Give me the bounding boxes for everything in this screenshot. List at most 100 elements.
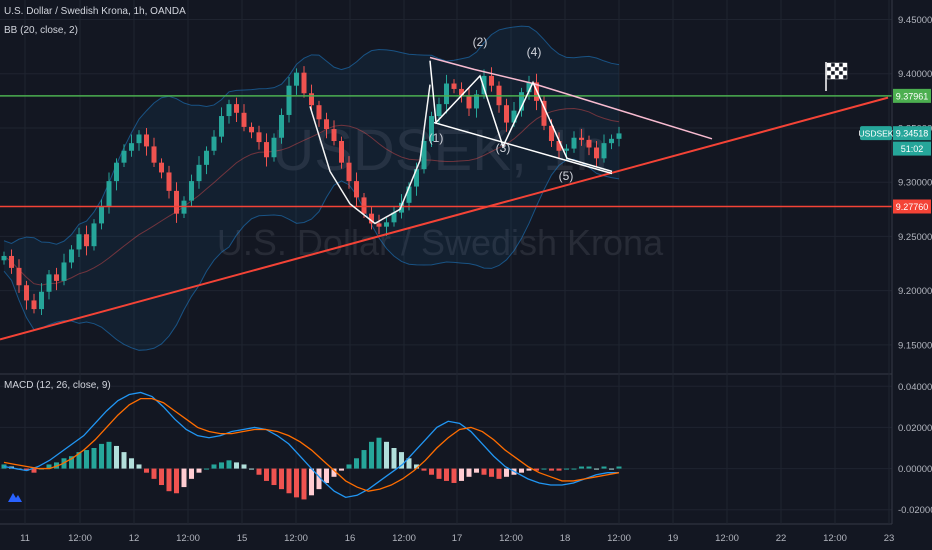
candle-body [564,148,569,151]
time-tick-label: 15 [237,533,248,544]
flag-checker [838,74,844,80]
signal-line [3,397,620,492]
candle-body [279,114,284,138]
candle-body [556,140,562,151]
macd-histogram-bar [526,468,532,471]
macd-histogram-bar [279,468,284,490]
time-tick-label: 12:00 [715,533,739,544]
flag-checker [834,62,840,68]
time-tick-label: 12:00 [607,533,631,544]
candle-body [519,92,524,111]
macd-tick-label: 0.00000 [898,464,932,475]
price-label-text: 9.34518 [896,129,929,139]
flag-checker [826,74,832,80]
flag-checker [834,74,840,80]
macd-histogram-bar [331,468,337,477]
flag-icon[interactable] [825,62,848,91]
macd-histogram-bar [414,464,419,469]
macd-histogram-bar [496,468,502,479]
symbol-info[interactable]: U.S. Dollar / Swedish Krona, 1h, OANDA [4,6,186,17]
symbol-tag-bg [860,126,892,141]
tradingview-logo-icon[interactable] [6,490,24,504]
macd-histogram-bar [166,468,172,492]
macd-histogram-bar [616,466,622,469]
candle-body [84,234,89,247]
macd-histogram-bar [324,468,329,483]
candle-body [219,116,224,137]
macd-histogram-bar [159,468,164,486]
candle-body [204,150,209,165]
ascending-trendline [0,96,889,341]
macd-histogram-bar [121,452,127,469]
price-labels: 9.37961 USDSEK 9.34518 51:02 9.27760 [859,88,931,214]
macd-histogram-bar [174,468,179,494]
candle-body [129,143,134,151]
macd-histogram-bar [466,468,472,477]
price-label-text: 51:02 [901,144,924,154]
candle-body [414,169,419,187]
macd-histogram-bar [406,458,412,469]
drawings[interactable] [0,56,892,341]
candle-body [226,104,232,117]
macd-histogram-bar [399,452,404,469]
macd-histogram-bar [534,468,539,471]
macd-histogram-bar [594,468,599,470]
elliott-wave-path [429,60,613,173]
macd-histogram-bar [271,468,277,486]
time-tick-label: 12:00 [392,533,416,544]
candle-body [549,125,554,141]
candle-body [264,142,269,158]
macd-histogram-bar [264,468,269,481]
time-tick-label: 12:00 [176,533,200,544]
wave-label: (1) [429,131,444,145]
macd-histogram-bar [106,441,112,469]
macd-histogram-bar [579,466,584,469]
flag-checker [842,74,848,80]
flag-checker [842,62,848,68]
candle-body [346,162,352,182]
time-axis[interactable]: 11 12:00 12 12:00 15 12:00 16 12:00 17 12:00 18 12:… [20,533,894,544]
macd-histogram-bar [46,464,52,469]
candle-body [54,274,59,281]
wave-label: (4) [527,45,542,59]
candle-body [391,212,397,223]
time-tick-label: 12:00 [284,533,308,544]
macd-legend[interactable]: MACD (12, 26, close, 9) [4,380,111,391]
candle-body [309,93,314,106]
candle-body [151,146,157,163]
macd-histogram-bar [339,468,344,471]
candle-body [271,137,277,158]
macd-histogram-bar [504,468,509,477]
macd-histogram-bar [301,468,307,500]
bb-legend[interactable]: BB (20, close, 2) [4,25,78,36]
rounded-bottom-curve [309,84,431,225]
flag-checker [826,70,832,76]
candle-body [189,181,194,201]
flag-checker [834,66,840,72]
candle-body [489,75,494,86]
time-tick-label: 12:00 [499,533,523,544]
candle-body [241,112,247,127]
time-tick-label: 17 [452,533,463,544]
upper-channel-line [429,56,713,140]
flag-checker [842,66,848,72]
candle-body [444,83,449,105]
candle-body [466,96,472,109]
macd-histogram-bar [114,445,119,469]
macd-histogram-bar [571,468,577,470]
candle-body [249,126,254,133]
macd-histogram-bar [609,468,614,470]
candle-body [144,134,149,147]
macd-histogram-bar [286,468,292,494]
macd-line [3,391,619,499]
macd-histogram-bar [241,464,247,469]
macd-histogram-bar [31,468,37,473]
candle-body [331,129,337,141]
candle-body [429,116,434,141]
macd-histogram-bar [346,464,352,469]
macd-histogram-bar [556,468,562,471]
time-tick-label: 12 [129,533,140,544]
macd-histogram-bar [151,468,157,479]
price-axis[interactable]: 9.450009.400009.350009.300009.250009.200… [891,0,932,550]
